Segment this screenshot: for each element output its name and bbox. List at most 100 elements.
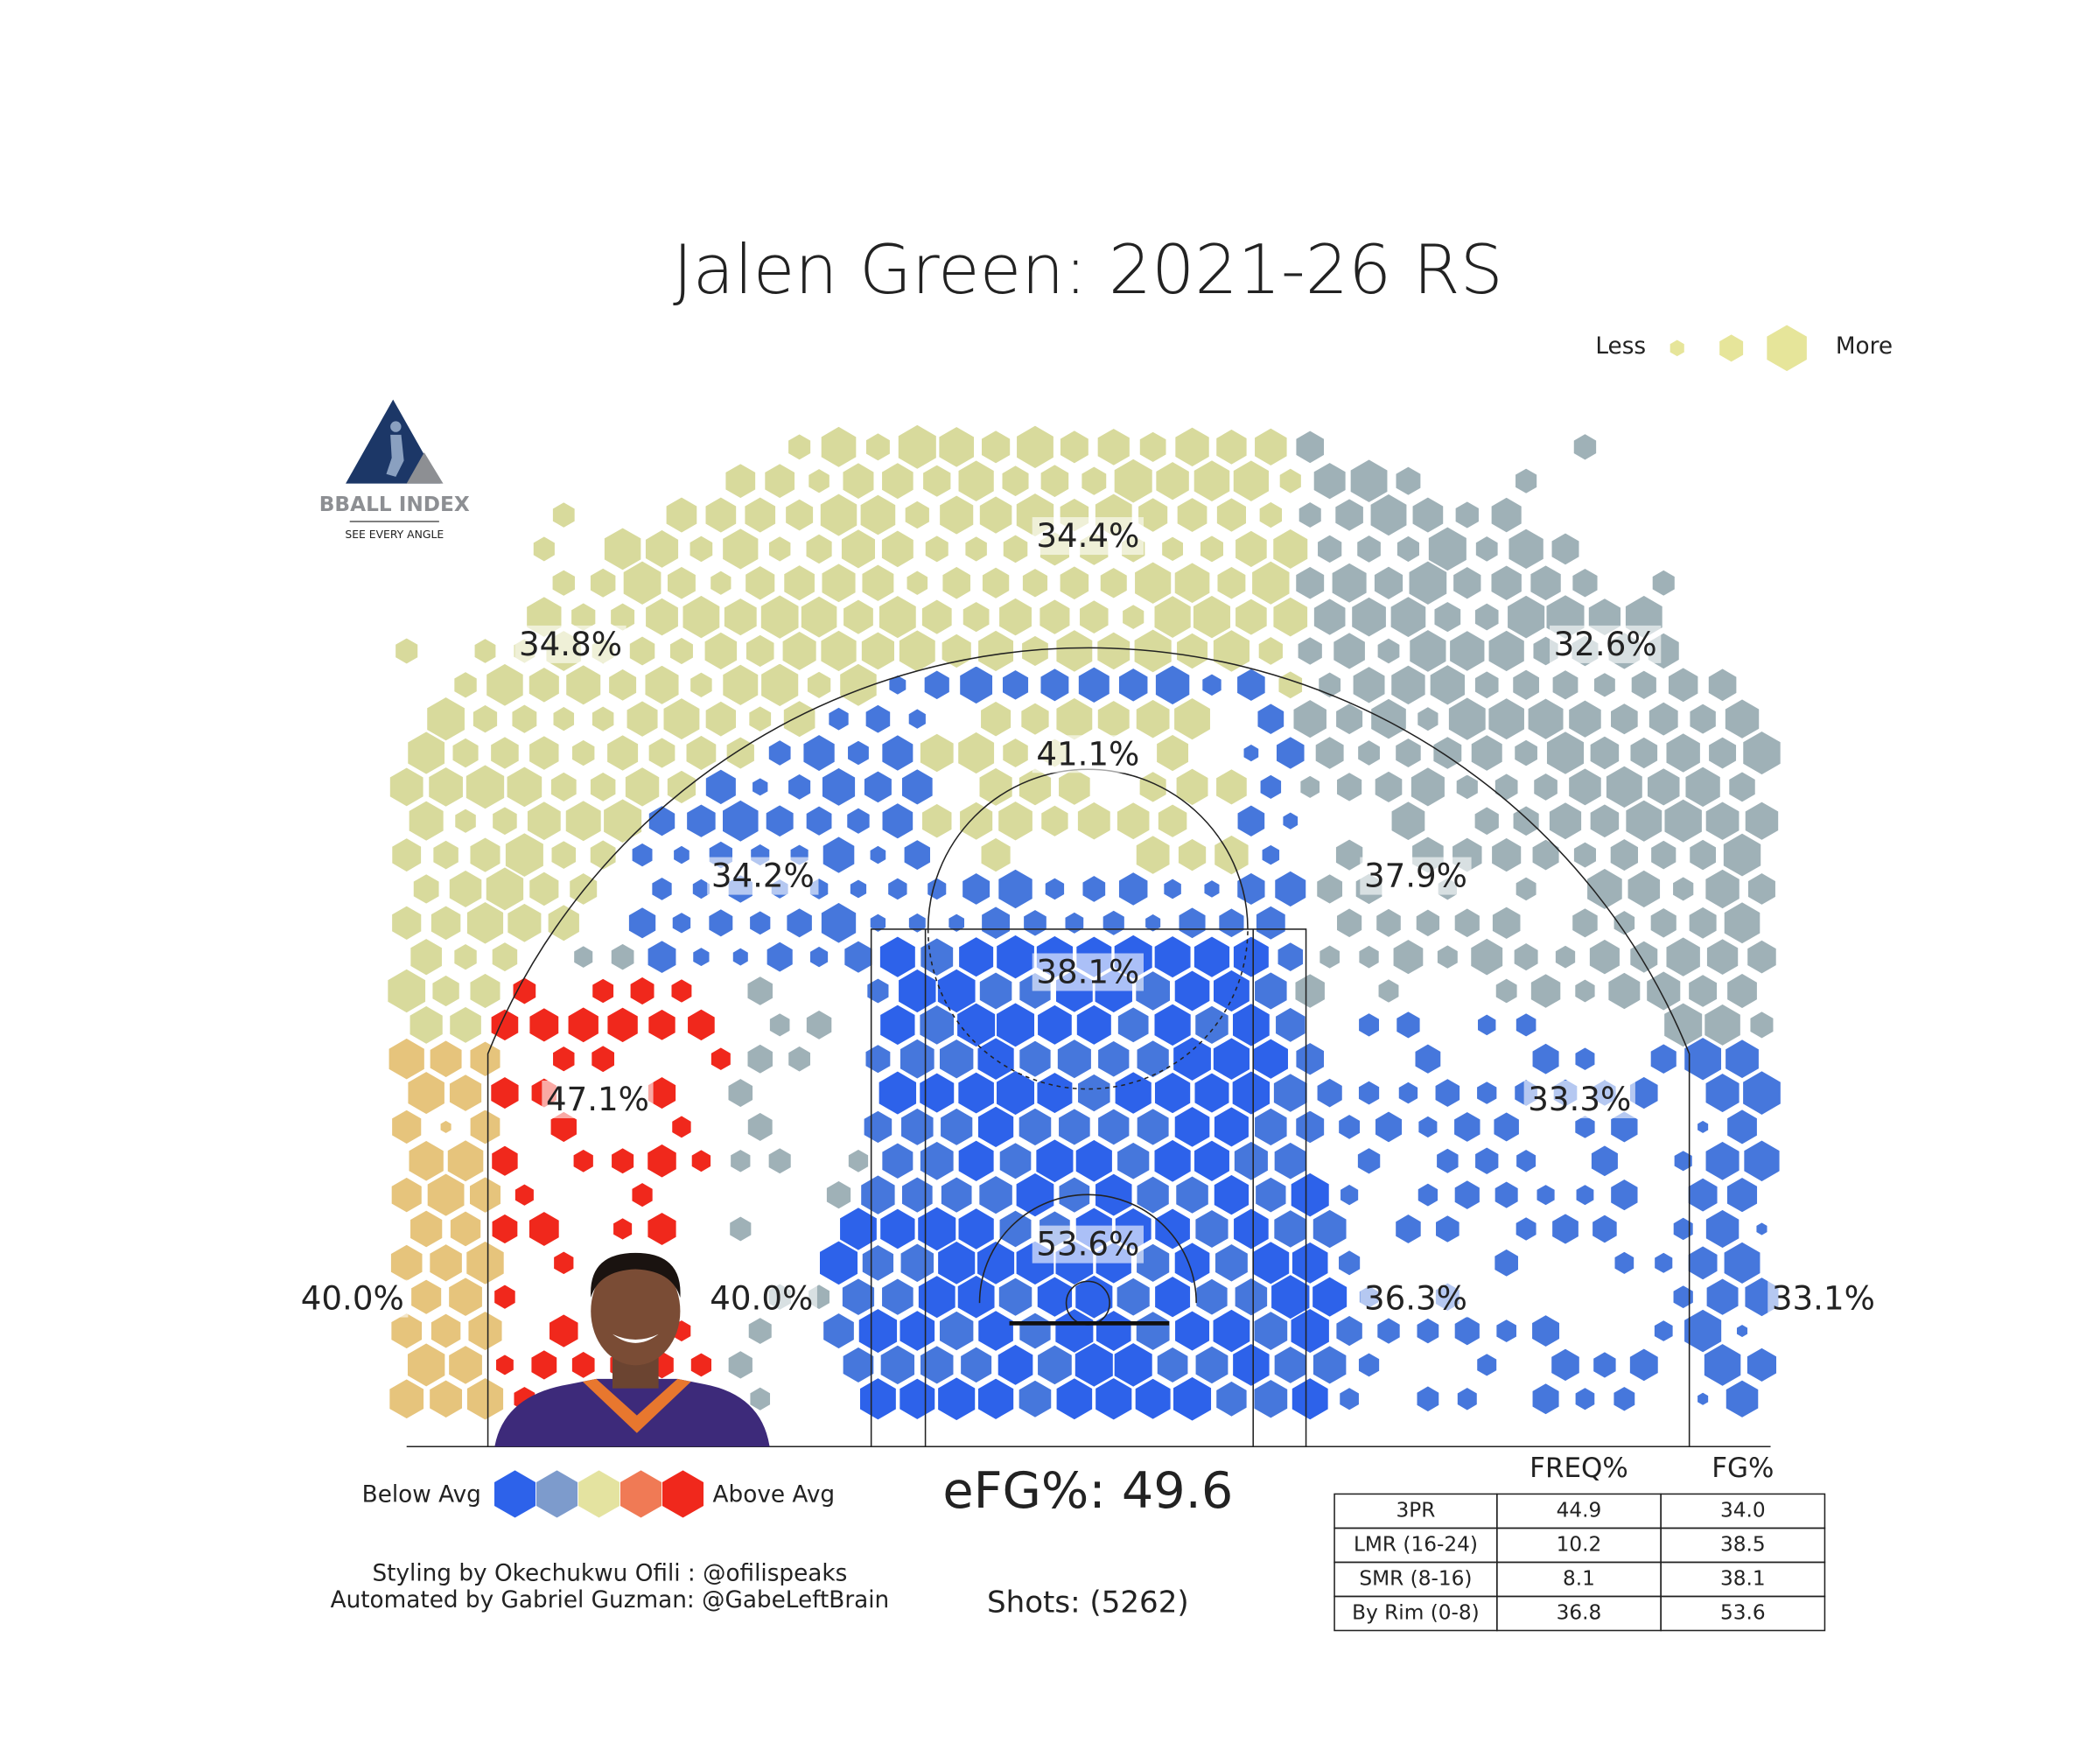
- hex: [550, 1110, 578, 1144]
- hex: [1515, 876, 1537, 902]
- hex: [1397, 1081, 1419, 1105]
- hex: [507, 902, 542, 944]
- hex: [1358, 944, 1380, 970]
- hex: [1236, 804, 1266, 838]
- hex: [1055, 696, 1094, 741]
- hex: [881, 733, 914, 773]
- hex: [859, 494, 897, 536]
- hex: [957, 1071, 996, 1115]
- hex: [1572, 567, 1599, 598]
- hex: [938, 425, 976, 469]
- hex: [959, 1346, 993, 1384]
- hex: [1272, 528, 1309, 570]
- hex: [923, 669, 951, 701]
- hex: [942, 565, 972, 601]
- hex: [782, 699, 816, 738]
- hex: [491, 1213, 519, 1245]
- hex: [526, 800, 562, 842]
- hex: [1261, 844, 1281, 866]
- hex: [864, 431, 892, 462]
- hex: [407, 731, 446, 776]
- hex: [1233, 1140, 1270, 1182]
- hex: [1506, 594, 1546, 640]
- hex: [469, 836, 501, 874]
- hex: [466, 1240, 505, 1286]
- hex: [907, 708, 928, 731]
- hex: [1728, 771, 1756, 803]
- hex: [760, 662, 800, 708]
- hex: [1574, 1386, 1596, 1411]
- hex: [1155, 733, 1190, 773]
- hex: [1707, 668, 1738, 703]
- zone-label: 34.2%: [711, 858, 815, 895]
- hex: [1435, 1147, 1460, 1175]
- hex: [1319, 944, 1341, 970]
- zone-labels: 34.4% 34.8% 32.6% 41.1% 34.2% 37.9% 38.1% 47.1%…: [297, 517, 1880, 1318]
- smile: [612, 1334, 659, 1343]
- hex: [1531, 838, 1560, 872]
- hex: [1337, 1113, 1362, 1141]
- hex: [821, 766, 857, 808]
- hex: [1278, 670, 1304, 700]
- hex: [957, 458, 995, 503]
- hex: [1490, 496, 1522, 534]
- hex: [493, 1284, 516, 1311]
- hex: [1039, 598, 1071, 636]
- hex: [490, 1008, 520, 1042]
- hex: [767, 1146, 792, 1175]
- table-cell-text: 38.5: [1720, 1532, 1766, 1556]
- hex: [589, 567, 617, 599]
- hex: [1173, 1310, 1211, 1352]
- hex: [1588, 938, 1621, 976]
- hex: [878, 1070, 918, 1116]
- zone-label: 36.3%: [1364, 1280, 1467, 1318]
- hex: [1059, 429, 1090, 465]
- hex: [1113, 1341, 1153, 1389]
- hex: [765, 803, 794, 838]
- hex: [1508, 528, 1545, 570]
- hex: [1095, 1309, 1132, 1353]
- hex: [1433, 600, 1462, 634]
- table-cell-text: SMR (8-16): [1359, 1566, 1472, 1590]
- hex: [1746, 1347, 1778, 1383]
- hex: [1335, 1314, 1364, 1348]
- zone-label: 33.3%: [1528, 1081, 1631, 1118]
- hex: [1018, 1312, 1052, 1350]
- hex: [787, 432, 812, 461]
- hex: [880, 529, 915, 569]
- hex: [1173, 1105, 1211, 1149]
- hex: [1203, 878, 1221, 900]
- hex: [1172, 1036, 1213, 1082]
- hex: [1687, 973, 1718, 1009]
- hex: [547, 903, 581, 942]
- hex: [1232, 935, 1270, 979]
- hex: [388, 1377, 425, 1420]
- hex: [1136, 1107, 1170, 1147]
- zone-label-bg: [297, 1279, 409, 1318]
- hex: [861, 564, 895, 603]
- hex: [842, 461, 875, 500]
- hex: [394, 637, 419, 665]
- hex: [1311, 1276, 1348, 1319]
- hex: [439, 1119, 452, 1135]
- hex: [1273, 1141, 1308, 1181]
- hex: [1418, 1115, 1438, 1139]
- hex: [721, 799, 760, 844]
- hex: [528, 1210, 560, 1248]
- hex: [564, 799, 602, 843]
- hex: [1299, 774, 1321, 800]
- hex: [1134, 1377, 1172, 1421]
- hex: [1137, 496, 1169, 534]
- hex: [1474, 535, 1499, 564]
- hex: [1627, 869, 1662, 909]
- size-legend-more: More: [1836, 333, 1893, 360]
- hex: [981, 566, 1011, 600]
- hex: [570, 738, 596, 767]
- hex: [1550, 1212, 1580, 1246]
- hex: [1236, 872, 1266, 906]
- hex: [1696, 1391, 1710, 1407]
- hex: [1044, 877, 1066, 901]
- zone-label-bg: [1032, 517, 1144, 556]
- hex: [957, 935, 995, 978]
- color-legend-hex: [536, 1470, 578, 1518]
